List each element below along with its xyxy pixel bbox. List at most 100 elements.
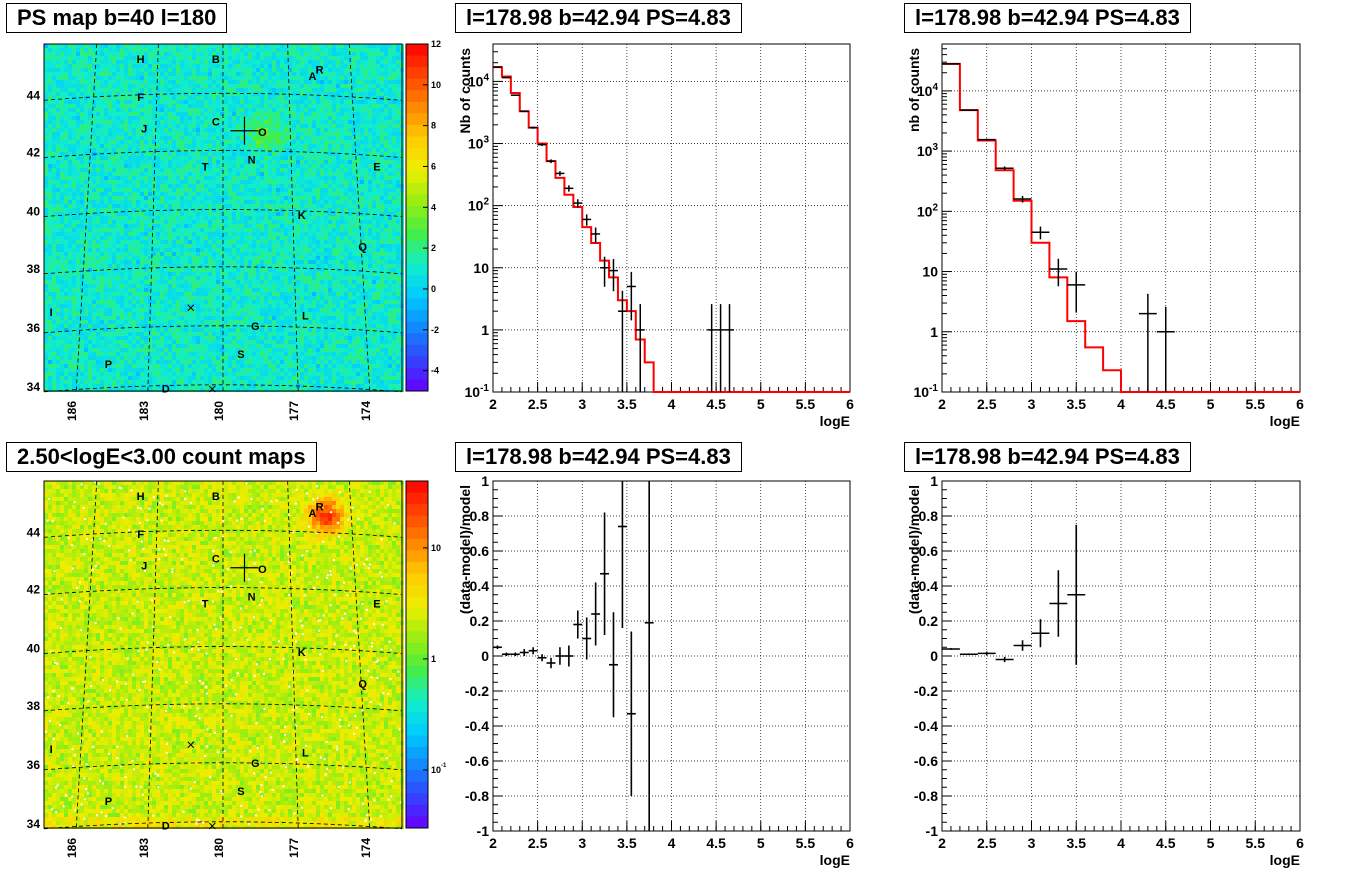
y-tick-label: 44 xyxy=(27,525,41,539)
source-label-D: D xyxy=(162,821,170,833)
x-tick-label: 5.5 xyxy=(796,396,816,412)
source-label-B: B xyxy=(212,54,220,66)
y-tick-label: 1 xyxy=(930,473,938,489)
x-tick-label: 5 xyxy=(1207,835,1215,851)
x-tick-label: 5 xyxy=(757,835,765,851)
plot-spec_b: 2 2.5 3 3.5 4 4.5 5 5.5 610-1110102103104logEnb … xyxy=(906,44,1304,429)
source-label-R: R xyxy=(316,501,324,513)
data-point xyxy=(502,77,511,78)
x-tick-label: 4 xyxy=(668,835,676,851)
x-tick-label: 4 xyxy=(1117,835,1125,851)
y-axis-title: (data-model)/model xyxy=(457,485,473,614)
x-tick-label: 2 xyxy=(938,835,946,851)
y-tick-label: 10-1 xyxy=(914,383,939,400)
y-tick-label: 1 xyxy=(930,324,938,340)
x-tick-label: 3.5 xyxy=(1067,835,1087,851)
y-tick-label: 10-1 xyxy=(465,383,490,400)
residual-point xyxy=(1049,570,1067,637)
data-point xyxy=(582,214,591,225)
residual-point xyxy=(942,648,960,650)
x-tick-label: 5.5 xyxy=(1246,396,1266,412)
y-tick-label: 40 xyxy=(27,642,41,656)
data-point xyxy=(493,67,502,68)
plot-grid xyxy=(942,481,1300,831)
colorbar-tick-label: 10 xyxy=(431,543,441,553)
y-tick-label: 102 xyxy=(917,202,939,219)
colorbar-tick-label: 4 xyxy=(431,202,436,212)
source-label-I: I xyxy=(50,744,53,756)
x-tick-label: 6 xyxy=(846,835,854,851)
y-tick-label: 34 xyxy=(27,380,41,394)
y-tick-label: 0 xyxy=(930,648,938,664)
data-point xyxy=(1139,294,1157,392)
source-label-L: L xyxy=(302,748,309,760)
x-tick-label: 6 xyxy=(1296,835,1304,851)
x-tick-label: 177 xyxy=(287,838,301,858)
data-point xyxy=(960,109,978,110)
data-point xyxy=(511,95,520,96)
data-point xyxy=(591,228,600,243)
y-tick-label: -1 xyxy=(477,823,490,839)
residual-point xyxy=(618,481,627,628)
y-tick-label: 1 xyxy=(481,473,489,489)
map-top-title: PS map b=40 l=180 xyxy=(6,3,227,33)
source-label-P: P xyxy=(105,796,112,808)
x-axis-title: logE xyxy=(820,852,850,868)
res-a-title: l=178.98 b=42.94 PS=4.83 xyxy=(455,442,742,472)
x-tick-label: 177 xyxy=(287,401,301,421)
y-tick-label: 36 xyxy=(27,321,41,335)
source-label-E: E xyxy=(373,161,380,173)
source-label-R: R xyxy=(316,64,324,76)
source-label-F: F xyxy=(137,529,144,541)
residual-point xyxy=(1014,640,1032,651)
x-tick-label: 5 xyxy=(757,396,765,412)
x-tick-label: 186 xyxy=(65,838,79,858)
plot-spec_a: 2 2.5 3 3.5 4 4.5 5 5.5 610-1110102103104logENb … xyxy=(457,44,854,429)
x-tick-label: 2.5 xyxy=(528,396,548,412)
y-tick-label: 42 xyxy=(27,583,41,597)
x-tick-label: 6 xyxy=(1296,396,1304,412)
res-b-title: l=178.98 b=42.94 PS=4.83 xyxy=(904,442,1191,472)
residual-point xyxy=(564,646,573,667)
source-label-S: S xyxy=(237,786,244,798)
data-point xyxy=(1157,307,1175,392)
residual-point xyxy=(547,658,556,669)
data-point xyxy=(555,171,564,176)
x-tick-label: 2 xyxy=(938,396,946,412)
source-label-O: O xyxy=(258,127,267,139)
source-label-G: G xyxy=(251,758,260,770)
y-tick-label: -0.4 xyxy=(914,718,938,734)
y-tick-label: -0.4 xyxy=(465,718,489,734)
colorbar-tick-label: 1 xyxy=(431,654,436,664)
x-tick-label: 3 xyxy=(1028,835,1036,851)
data-point xyxy=(529,127,538,129)
y-tick-label: 42 xyxy=(27,146,41,160)
source-label-F: F xyxy=(137,92,144,104)
residual-point xyxy=(529,647,538,654)
spec-a-title: l=178.98 b=42.94 PS=4.83 xyxy=(455,3,742,33)
map-bottom-title: 2.50<logE<3.00 count maps xyxy=(6,442,317,472)
source-label-I: I xyxy=(50,307,53,319)
source-label-B: B xyxy=(212,491,220,503)
source-label-A: A xyxy=(309,508,317,520)
source-label-H: H xyxy=(137,54,145,66)
x-tick-label: 2.5 xyxy=(977,396,997,412)
colorbar-tick-label: 10 xyxy=(431,80,441,90)
colorbar-tick-label: -2 xyxy=(431,325,439,335)
data-point xyxy=(725,304,734,392)
source-label-S: S xyxy=(237,349,244,361)
x-tick-label: 5 xyxy=(1207,396,1215,412)
residual-point xyxy=(1032,619,1050,647)
x-tick-label: 3 xyxy=(578,835,586,851)
residual-point xyxy=(511,653,520,657)
y-tick-label: 38 xyxy=(27,699,41,713)
y-tick-label: 0 xyxy=(481,648,489,664)
x-tick-label: 186 xyxy=(65,401,79,421)
residual-point xyxy=(600,513,609,636)
data-point xyxy=(547,159,556,163)
residual-point xyxy=(591,583,600,646)
source-label-O: O xyxy=(258,564,267,576)
